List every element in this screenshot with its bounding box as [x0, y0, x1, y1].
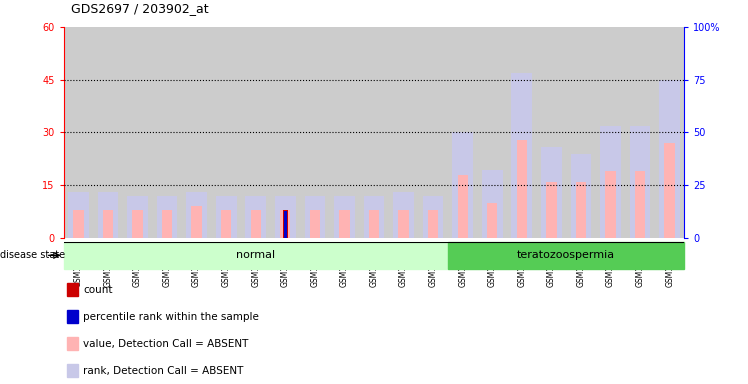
Bar: [605, 171, 616, 238]
Bar: [132, 210, 143, 238]
Bar: [448, 27, 477, 238]
Bar: [482, 170, 503, 238]
Bar: [64, 242, 448, 269]
Bar: [389, 27, 418, 238]
Bar: [245, 196, 266, 238]
Bar: [654, 27, 684, 238]
Bar: [241, 27, 271, 238]
Bar: [625, 27, 654, 238]
Bar: [340, 210, 349, 238]
Bar: [359, 27, 389, 238]
Bar: [517, 139, 527, 238]
Bar: [127, 196, 148, 238]
Bar: [280, 210, 290, 238]
Bar: [212, 27, 241, 238]
Bar: [162, 210, 172, 238]
Bar: [102, 210, 113, 238]
Text: teratozoospermia: teratozoospermia: [517, 250, 615, 260]
Bar: [453, 132, 473, 238]
Bar: [334, 196, 355, 238]
Bar: [536, 27, 566, 238]
Text: percentile rank within the sample: percentile rank within the sample: [84, 312, 260, 322]
Bar: [487, 203, 497, 238]
Bar: [393, 192, 414, 238]
Bar: [507, 27, 536, 238]
Text: count: count: [84, 285, 113, 295]
Bar: [191, 207, 202, 238]
Text: rank, Detection Call = ABSENT: rank, Detection Call = ABSENT: [84, 366, 244, 376]
Bar: [571, 154, 591, 238]
Bar: [566, 27, 595, 238]
Text: disease state: disease state: [0, 250, 65, 260]
Bar: [310, 210, 320, 238]
Bar: [428, 210, 438, 238]
Bar: [67, 310, 78, 323]
Bar: [67, 364, 78, 377]
Bar: [94, 27, 123, 238]
Bar: [68, 192, 89, 238]
Bar: [97, 192, 118, 238]
Bar: [73, 210, 84, 238]
Bar: [153, 27, 182, 238]
Bar: [221, 210, 231, 238]
Bar: [283, 210, 287, 238]
Bar: [300, 27, 330, 238]
Bar: [448, 242, 684, 269]
Bar: [283, 210, 287, 238]
Text: normal: normal: [236, 250, 275, 260]
Bar: [67, 283, 78, 296]
Bar: [275, 196, 295, 238]
Bar: [418, 27, 448, 238]
Bar: [369, 210, 379, 238]
Bar: [123, 27, 153, 238]
Bar: [399, 210, 408, 238]
Bar: [251, 210, 261, 238]
Bar: [458, 175, 468, 238]
Bar: [512, 73, 532, 238]
Bar: [546, 182, 557, 238]
Bar: [216, 196, 236, 238]
Bar: [67, 337, 78, 350]
Bar: [304, 196, 325, 238]
Text: GDS2697 / 203902_at: GDS2697 / 203902_at: [71, 2, 209, 15]
Bar: [595, 27, 625, 238]
Bar: [576, 182, 586, 238]
Text: value, Detection Call = ABSENT: value, Detection Call = ABSENT: [84, 339, 249, 349]
Bar: [156, 196, 177, 238]
Bar: [659, 80, 680, 238]
Bar: [364, 196, 384, 238]
Bar: [182, 27, 212, 238]
Bar: [600, 126, 621, 238]
Bar: [541, 147, 562, 238]
Bar: [186, 192, 207, 238]
Bar: [423, 196, 444, 238]
Bar: [271, 27, 300, 238]
Bar: [635, 171, 646, 238]
Bar: [477, 27, 507, 238]
Bar: [330, 27, 359, 238]
Bar: [64, 27, 94, 238]
Bar: [630, 126, 651, 238]
Bar: [664, 143, 675, 238]
